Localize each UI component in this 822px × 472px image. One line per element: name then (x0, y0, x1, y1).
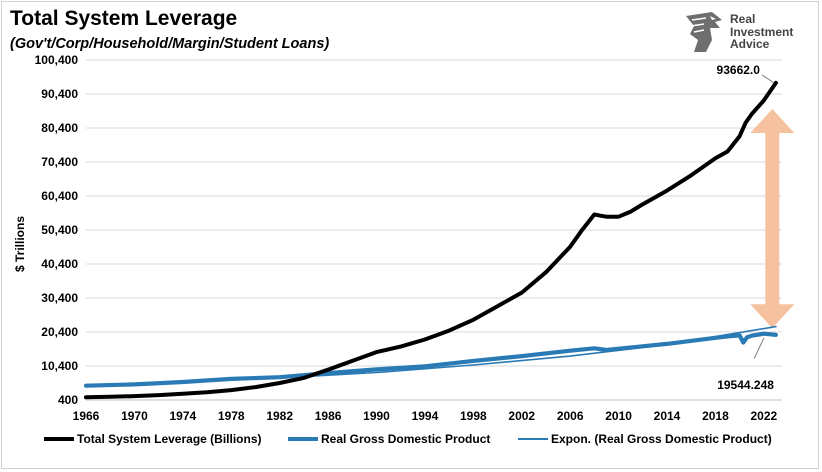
annotation-label-gdp: 19544.248 (717, 378, 774, 392)
legend-item-expon-real-gdp: Expon. (Real Gross Domestic Product) (518, 432, 772, 446)
y-axis: 400 10,400 20,400 30,400 40,400 50,400 60,400 7… (35, 53, 79, 407)
legend-item-real-gdp: Real Gross Domestic Product (288, 432, 490, 446)
legend-swatch-total-leverage (44, 437, 74, 441)
y-tick-label: 30,400 (41, 291, 78, 305)
x-tick-label: 1982 (266, 409, 293, 423)
y-tick-label: 70,400 (41, 155, 78, 169)
x-tick-label: 1974 (169, 409, 196, 423)
x-tick-label: 1998 (460, 409, 487, 423)
y-tick-label: 20,400 (41, 325, 78, 339)
y-tick-label: 100,400 (35, 53, 79, 67)
annotation-leader-line (753, 337, 765, 359)
annotation-label-leverage: 93662.0 (717, 63, 761, 77)
legend: Total System Leverage (Billions) Real Gr… (44, 432, 804, 452)
series-layer (83, 80, 778, 400)
double-arrow-icon (750, 108, 795, 329)
y-tick-label: 90,400 (41, 87, 78, 101)
x-tick-label: 1986 (315, 409, 342, 423)
legend-item-total-leverage: Total System Leverage (Billions) (44, 432, 262, 446)
x-tick-label: 2006 (557, 409, 584, 423)
x-tick-label: 1970 (121, 409, 148, 423)
series-line-real-gdp (83, 331, 778, 388)
legend-label-total-leverage: Total System Leverage (Billions) (77, 432, 262, 446)
series-line-total-leverage (84, 80, 778, 400)
x-tick-label: 2002 (508, 409, 535, 423)
x-tick-label: 2010 (605, 409, 632, 423)
gridlines (86, 59, 782, 401)
x-tick-label: 1978 (218, 409, 245, 423)
eagle-head-icon (686, 12, 722, 52)
legend-label-expon-real-gdp: Expon. (Real Gross Domestic Product) (551, 432, 772, 446)
y-tick-label: 40,400 (41, 257, 78, 271)
range-arrow-layer (750, 108, 795, 329)
annotation-leader-line (761, 74, 775, 84)
annotation-layer: 93662.0 19544.248 (717, 63, 775, 392)
x-tick-label: 2018 (702, 409, 729, 423)
x-tick-label: 1994 (412, 409, 439, 423)
x-tick-label: 1990 (363, 409, 390, 423)
x-tick-label: 2014 (654, 409, 681, 423)
chart-subtitle: (Gov't/Corp/Household/Margin/Student Loa… (10, 36, 330, 52)
y-tick-label: 10,400 (41, 359, 78, 373)
x-tick-label: 1966 (73, 409, 100, 423)
y-tick-label: 80,400 (41, 121, 78, 135)
y-tick-label: 50,400 (41, 223, 78, 237)
logo-text-line-1: Real (730, 12, 756, 26)
y-axis-label: $ Trillions (13, 216, 27, 272)
chart-title: Total System Leverage (10, 7, 238, 30)
legend-label-real-gdp: Real Gross Domestic Product (321, 432, 491, 446)
y-tick-label: 60,400 (41, 189, 78, 203)
logo-text-line-3: Advice (730, 37, 770, 51)
x-axis: 1966 1970 1974 1978 1982 1986 1990 1994 1998 2002… (73, 409, 778, 423)
x-tick-label: 2022 (750, 409, 777, 423)
brand-logo: Real Investment Advice (682, 8, 812, 58)
legend-swatch-real-gdp (288, 437, 318, 441)
y-tick-label: 400 (58, 393, 78, 407)
legend-swatch-expon-real-gdp (518, 438, 548, 440)
logo-text-line-2: Investment (730, 24, 794, 39)
